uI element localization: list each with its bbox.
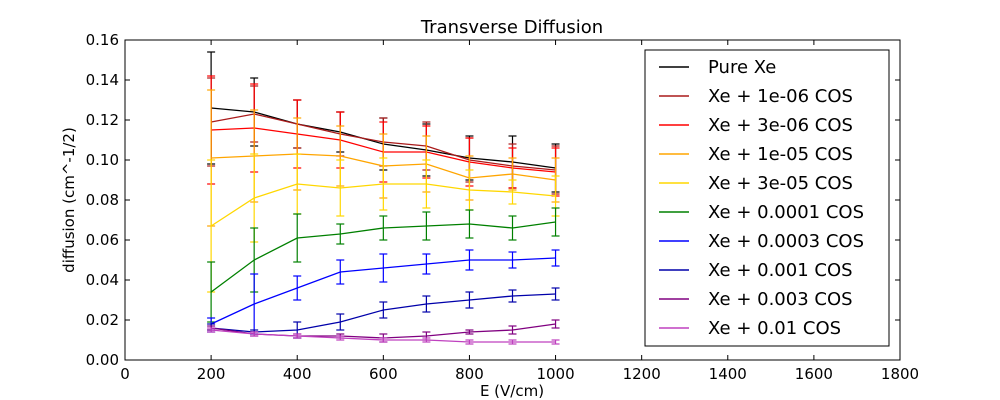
plot-frame — [124, 39, 901, 361]
legend-label: Xe + 0.003 COS — [708, 289, 853, 310]
x-tick-label: 1800 — [881, 365, 919, 383]
x-tick-label: 800 — [455, 365, 484, 383]
series — [207, 327, 560, 345]
x-tick-label: 200 — [197, 365, 226, 383]
chart-title: Transverse Diffusion — [420, 17, 603, 38]
y-tick-label: 0.06 — [86, 231, 119, 249]
series-line — [211, 293, 556, 333]
x-axis-title: E (V/cm) — [480, 382, 544, 400]
legend-label: Xe + 3e-06 COS — [708, 115, 853, 136]
x-tick-label: 1400 — [709, 365, 747, 383]
x-tick-label: 1000 — [536, 365, 574, 383]
legend-label: Xe + 0.01 COS — [708, 318, 841, 339]
y-tick-label: 0.02 — [86, 311, 119, 329]
x-tick-label: 600 — [369, 365, 398, 383]
x-tick-label: 0 — [120, 365, 130, 383]
series-line — [211, 329, 556, 343]
legend-label: Xe + 0.0003 COS — [708, 231, 864, 252]
x-tick-label: 1200 — [623, 365, 661, 383]
series — [207, 207, 560, 323]
y-tick-label: 0.08 — [86, 191, 119, 209]
legend-label: Xe + 0.0001 COS — [708, 202, 864, 223]
y-tick-label: 0.16 — [86, 31, 119, 49]
legend-label: Xe + 0.001 COS — [708, 260, 853, 281]
series-line — [210, 257, 556, 325]
x-tick-label: 1600 — [795, 365, 833, 383]
y-tick-label: 0.10 — [86, 151, 119, 169]
legend-label: Xe + 3e-05 COS — [708, 173, 853, 194]
series-line — [210, 221, 556, 293]
x-tick-label: 400 — [283, 365, 312, 383]
legend-box — [644, 49, 890, 347]
legend-label: Xe + 1e-05 COS — [708, 144, 853, 165]
legend: Pure Xe Xe + 1e-06 COS Xe + 3e-06 COS Xe + … — [644, 49, 890, 347]
y-tick-label: 0.12 — [86, 111, 119, 129]
plot-area: 0 200 400 600 800 1000 1200 1400 1600 1800 0.00 0.0… — [86, 31, 920, 383]
series-line — [210, 183, 556, 227]
y-tick-label: 0.04 — [86, 271, 119, 289]
series — [207, 249, 560, 335]
y-axis-title: diffusion (cm^-1/2) — [60, 127, 78, 273]
y-tick-label: 0.00 — [86, 351, 119, 369]
y-tick-label: 0.14 — [86, 71, 119, 89]
legend-label: Xe + 1e-06 COS — [708, 86, 853, 107]
legend-label: Pure Xe — [708, 57, 776, 78]
